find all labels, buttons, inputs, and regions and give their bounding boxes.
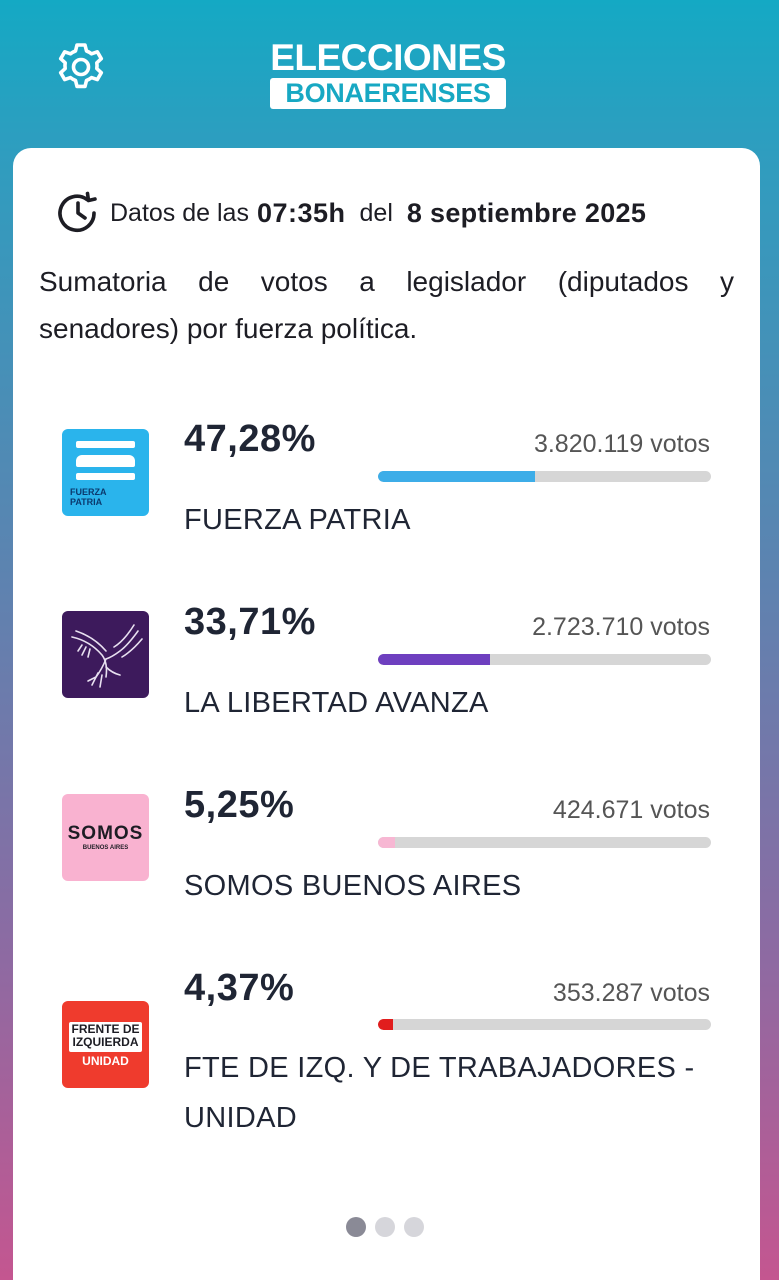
pagination-dots[interactable] [346,1217,424,1237]
la-libertad-avanza-logo [62,611,149,698]
party-percent: 5,25% [184,784,295,826]
party-percent: 47,28% [184,418,316,460]
frente-de-izquierda-logo: FRENTE DE IZQUIERDA UNIDAD [62,1001,149,1088]
results-card [13,148,760,1280]
logo-subtext: BUENOS AIRES [82,845,129,851]
party-name: FTE DE IZQ. Y DE TRABAJADORES - UNIDAD [184,1052,695,1134]
logo-text-3: UNIDAD [82,1054,129,1068]
timestamp-mid: del [359,198,393,227]
progress-bar [378,1019,711,1030]
page-dot-1[interactable] [346,1217,366,1237]
progress-bar [378,471,711,482]
logo-title: ELECCIONES [270,37,506,78]
party-percent: 33,71% [184,601,316,643]
results-description: Sumatoria de votos a legislador (diputad… [39,266,734,344]
party-votes: 2.723.710 votos [532,613,710,641]
timestamp-date: 8 septiembre 2025 [406,197,647,228]
party-votes: 3.820.119 votos [533,430,710,458]
party-name: SOMOS BUENOS AIRES [184,870,522,902]
gear-icon[interactable] [54,40,108,94]
progress-bar [378,654,711,665]
app-logo: ELECCIONES BONAERENSES [268,38,508,112]
page-dot-2[interactable] [375,1217,395,1237]
data-timestamp: Datos de las 07:35h del 8 septiembre 202… [54,190,744,236]
progress-fill [378,1019,393,1030]
eagle-icon [71,624,143,688]
logo-subtitle: BONAERENSES [270,78,506,109]
logo-text-1: FRENTE DE [71,1022,140,1036]
progress-fill [378,837,396,848]
party-votes: 424.671 votos [552,796,710,824]
timestamp-time: 07:35h [256,197,346,228]
logo-text-2: IZQUIERDA [72,1035,139,1049]
page-dot-3[interactable] [404,1217,424,1237]
party-percent: 4,37% [184,967,295,1009]
timestamp-prefix: Datos de las [110,198,249,227]
clock-history-icon [58,191,97,233]
party-votes: 353.287 votos [552,979,710,1007]
logo-text: FUERZA PATRIA [70,487,107,507]
party-name: FUERZA PATRIA [184,504,411,536]
progress-fill [378,471,536,482]
party-name: LA LIBERTAD AVANZA [184,687,489,719]
progress-fill [378,654,491,665]
logo-text: SOMOS [67,823,144,844]
progress-bar [378,837,711,848]
somos-buenos-aires-logo: SOMOS BUENOS AIRES [62,794,149,881]
fuerza-patria-logo: FUERZA PATRIA [62,429,149,516]
